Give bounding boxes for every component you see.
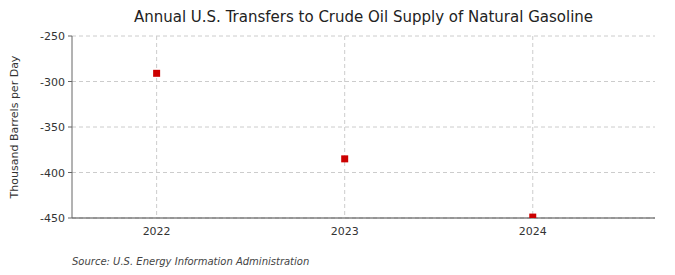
tick-label-x: 2024 bbox=[519, 225, 547, 238]
tick-y bbox=[68, 81, 72, 82]
grid-line-y bbox=[72, 81, 655, 82]
tick-label-y: -250 bbox=[40, 30, 65, 43]
background bbox=[0, 0, 675, 275]
grid-line-x bbox=[344, 36, 345, 218]
y-axis-label: Thousand Barrels per Day bbox=[8, 55, 21, 199]
points bbox=[153, 70, 536, 218]
tick-label-x: 2023 bbox=[331, 225, 359, 238]
tick-label-y: -400 bbox=[40, 167, 65, 180]
tick-y bbox=[68, 127, 72, 128]
tick-label-y: -300 bbox=[40, 76, 65, 89]
point bbox=[341, 155, 348, 162]
grid-line-y bbox=[72, 172, 655, 173]
tick-y bbox=[68, 172, 72, 173]
x-axis bbox=[72, 218, 655, 219]
grid-line-x bbox=[156, 36, 157, 218]
point bbox=[153, 70, 160, 77]
grid-line-y bbox=[72, 218, 655, 219]
y-axis bbox=[72, 36, 73, 218]
grid bbox=[72, 36, 655, 218]
tick-y bbox=[68, 36, 72, 37]
grid-line-y bbox=[72, 36, 655, 37]
grid-line-x bbox=[532, 36, 533, 218]
annotation: Source: U.S. Energy Information Administ… bbox=[72, 256, 309, 267]
grid-line-y bbox=[72, 127, 655, 128]
tick-label-x: 2022 bbox=[143, 225, 171, 238]
tick-label-y: -450 bbox=[40, 212, 65, 225]
tick-label-y: -350 bbox=[40, 121, 65, 134]
chart: Annual U.S. Transfers to Crude Oil Suppl… bbox=[0, 0, 675, 275]
tick-y bbox=[68, 218, 72, 219]
point bbox=[529, 214, 536, 218]
title: Annual U.S. Transfers to Crude Oil Suppl… bbox=[134, 8, 593, 26]
